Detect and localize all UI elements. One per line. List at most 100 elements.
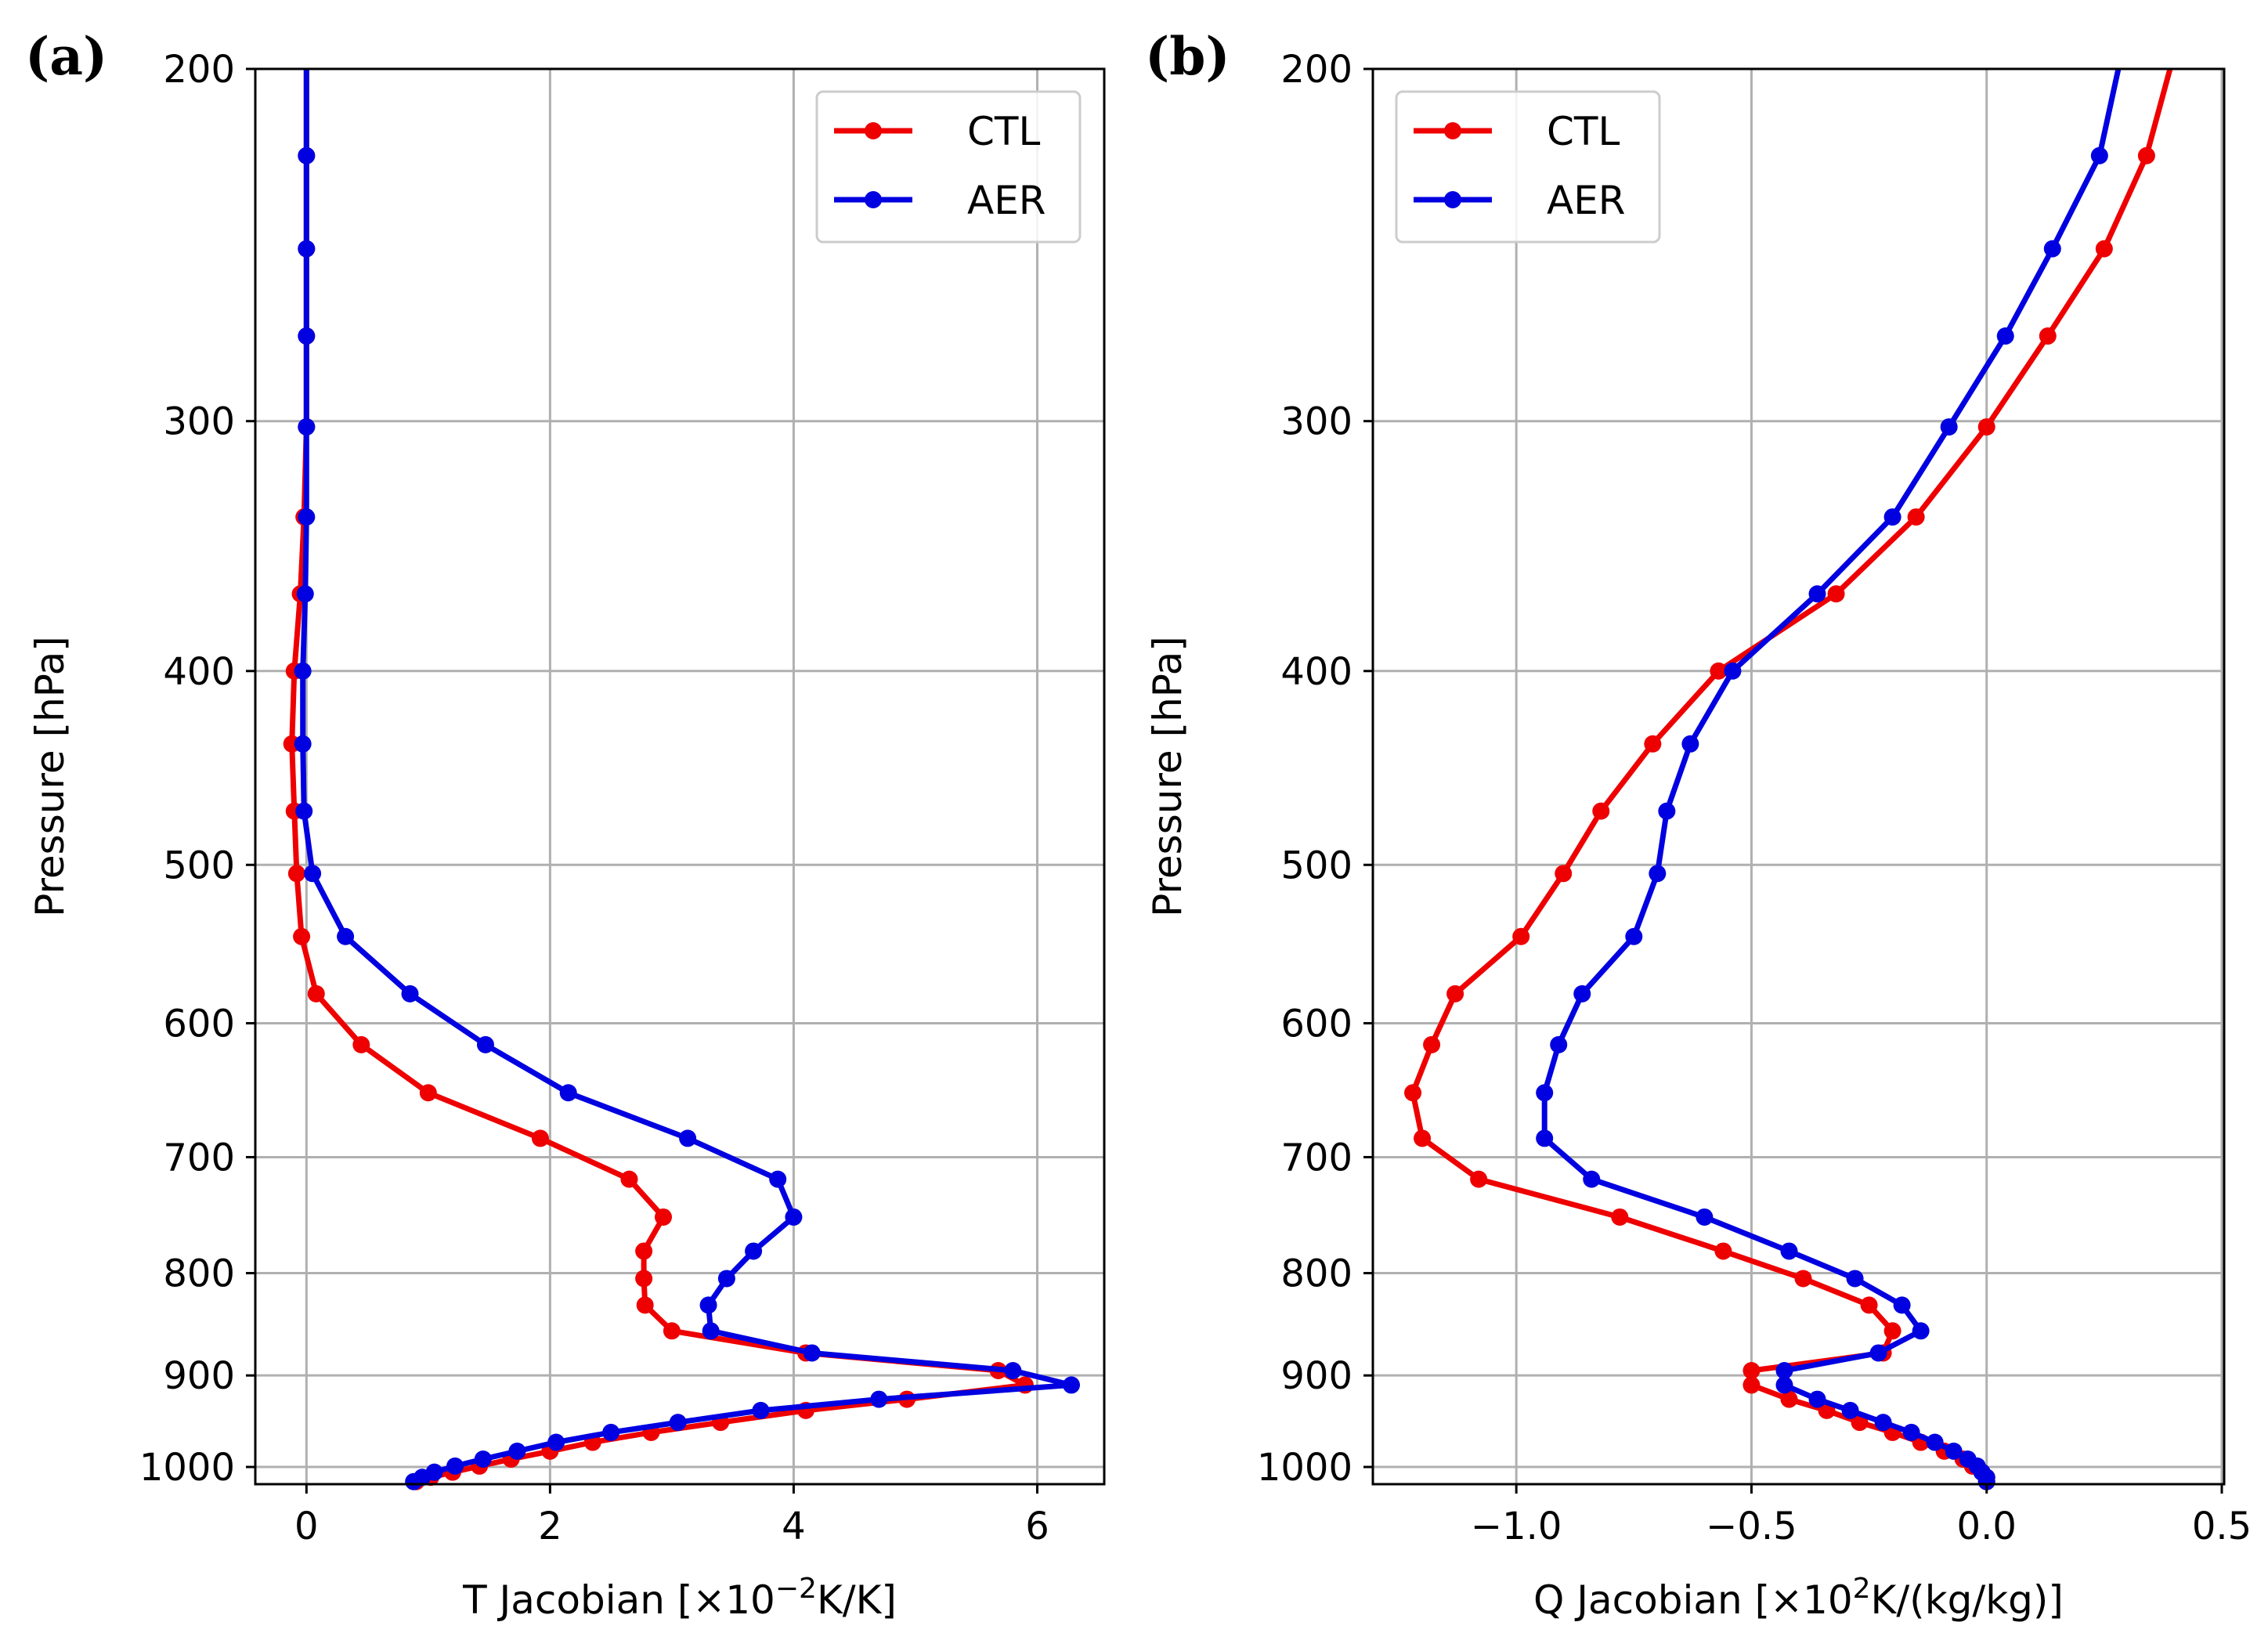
data-point-aer <box>702 1322 720 1340</box>
data-point-ctl <box>1555 865 1573 883</box>
x-tick-label: −1.0 <box>1471 1505 1562 1548</box>
data-point-ctl <box>1860 1296 1878 1314</box>
data-point-aer <box>1536 1129 1554 1147</box>
data-point-ctl <box>352 1035 370 1053</box>
panel-a: 0 2 4 6 200 300 400 500 600 700 800 900 1000 T Jacobi… <box>25 26 1106 1623</box>
y-tick-label: 500 <box>1280 844 1352 887</box>
legend-marker-ctl <box>1444 122 1461 139</box>
y-tick-label: 400 <box>1280 650 1352 694</box>
data-point-aer <box>1724 662 1742 680</box>
data-point-ctl <box>531 1129 549 1147</box>
x-tick-label: 0.0 <box>1957 1505 2017 1548</box>
y-tick-label: 200 <box>1280 48 1352 92</box>
legend: CTL AER <box>1395 90 1661 244</box>
data-point-ctl <box>620 1170 638 1188</box>
data-point-aer <box>2090 146 2108 164</box>
y-axis-label: Pressure [hPa] <box>1145 636 1190 917</box>
series-line-ctl <box>289 69 1028 1484</box>
data-point-aer <box>1780 1242 1798 1260</box>
x-tick-label: 2 <box>538 1505 562 1548</box>
data-point-aer <box>717 1270 735 1288</box>
data-point-ctl <box>1644 735 1662 753</box>
y-tick-label: 300 <box>1280 400 1352 444</box>
data-point-ctl <box>1827 585 1845 603</box>
data-point-aer <box>296 585 314 603</box>
data-point-ctl <box>1883 1322 1901 1340</box>
series-line-aer <box>300 69 1074 1484</box>
data-point-aer <box>1926 1433 1944 1451</box>
data-point-ctl <box>1512 927 1530 945</box>
data-point-aer <box>474 1450 492 1469</box>
data-point-ctl <box>1743 1376 1761 1394</box>
data-point-aer <box>785 1208 803 1226</box>
data-point-ctl <box>1404 1084 1422 1102</box>
data-point-aer <box>1649 865 1667 883</box>
data-point-ctl <box>1611 1208 1629 1226</box>
data-point-aer <box>602 1423 620 1441</box>
data-point-aer <box>1808 585 1826 603</box>
panel-b: −1.0 −0.5 0.0 0.5 200 300 400 500 600 700 800 900 10… <box>1145 26 2252 1623</box>
data-point-ctl <box>1414 1129 1432 1147</box>
x-tick-label: 0.5 <box>2192 1505 2252 1548</box>
data-point-ctl <box>2137 146 2155 164</box>
data-point-ctl <box>2039 327 2057 345</box>
data-point-ctl <box>287 865 305 883</box>
y-tick-label: 1000 <box>1257 1446 1352 1490</box>
data-point-aer <box>1846 1270 1864 1288</box>
data-point-aer <box>870 1390 888 1408</box>
data-point-aer <box>547 1433 565 1451</box>
legend: CTL AER <box>815 90 1082 244</box>
x-axis-label-exponent: 2 <box>1853 1573 1871 1605</box>
data-point-ctl <box>1780 1390 1798 1408</box>
data-point-aer <box>1681 735 1699 753</box>
y-tick-label: 800 <box>163 1252 235 1296</box>
data-point-aer <box>298 240 316 258</box>
data-point-ctl <box>1446 984 1464 1003</box>
y-tick-label: 200 <box>163 48 235 92</box>
data-point-ctl <box>1743 1362 1761 1380</box>
data-point-aer <box>752 1401 770 1419</box>
data-point-aer <box>1996 327 2014 345</box>
data-point-ctl <box>1710 662 1728 680</box>
data-point-ctl <box>1907 508 1925 526</box>
data-point-ctl <box>419 1084 437 1102</box>
legend-marker-aer <box>865 191 882 208</box>
data-point-ctl <box>655 1208 673 1226</box>
legend-label-ctl: CTL <box>967 109 1040 154</box>
legend-marker-ctl <box>865 122 882 139</box>
y-tick-label: 900 <box>1280 1354 1352 1398</box>
series-line-ctl <box>1410 69 2173 1482</box>
data-point-aer <box>298 418 316 436</box>
data-point-aer <box>1874 1414 1892 1432</box>
x-axis-label-exponent: −2 <box>775 1573 817 1605</box>
data-point-ctl <box>1714 1242 1732 1260</box>
data-point-aer <box>1775 1362 1793 1380</box>
data-point-ctl <box>1470 1170 1488 1188</box>
data-point-aer <box>1536 1084 1554 1102</box>
data-point-aer <box>304 865 322 883</box>
data-point-aer <box>1808 1390 1826 1408</box>
data-point-ctl <box>636 1296 654 1314</box>
data-point-aer <box>1573 984 1591 1003</box>
data-point-aer <box>559 1084 577 1102</box>
data-point-aer <box>669 1414 687 1432</box>
legend-label-aer: AER <box>967 178 1046 223</box>
data-point-ctl <box>1423 1035 1441 1053</box>
data-point-aer <box>298 146 316 164</box>
data-point-ctl <box>635 1270 653 1288</box>
legend-label-ctl: CTL <box>1547 109 1620 154</box>
data-point-ctl <box>307 984 325 1003</box>
data-point-aer <box>803 1344 821 1362</box>
data-point-aer <box>745 1242 763 1260</box>
y-tick-label: 300 <box>163 400 235 444</box>
axes-frame <box>254 67 1106 1486</box>
data-point-aer <box>476 1035 494 1053</box>
legend-label-aer: AER <box>1547 178 1626 223</box>
y-axis-label: Pressure [hPa] <box>27 636 73 917</box>
y-tick-label: 1000 <box>139 1446 235 1490</box>
data-point-aer <box>1658 802 1676 820</box>
panel-label: (a) <box>25 26 107 87</box>
data-point-aer <box>294 662 312 680</box>
data-point-ctl <box>635 1242 653 1260</box>
